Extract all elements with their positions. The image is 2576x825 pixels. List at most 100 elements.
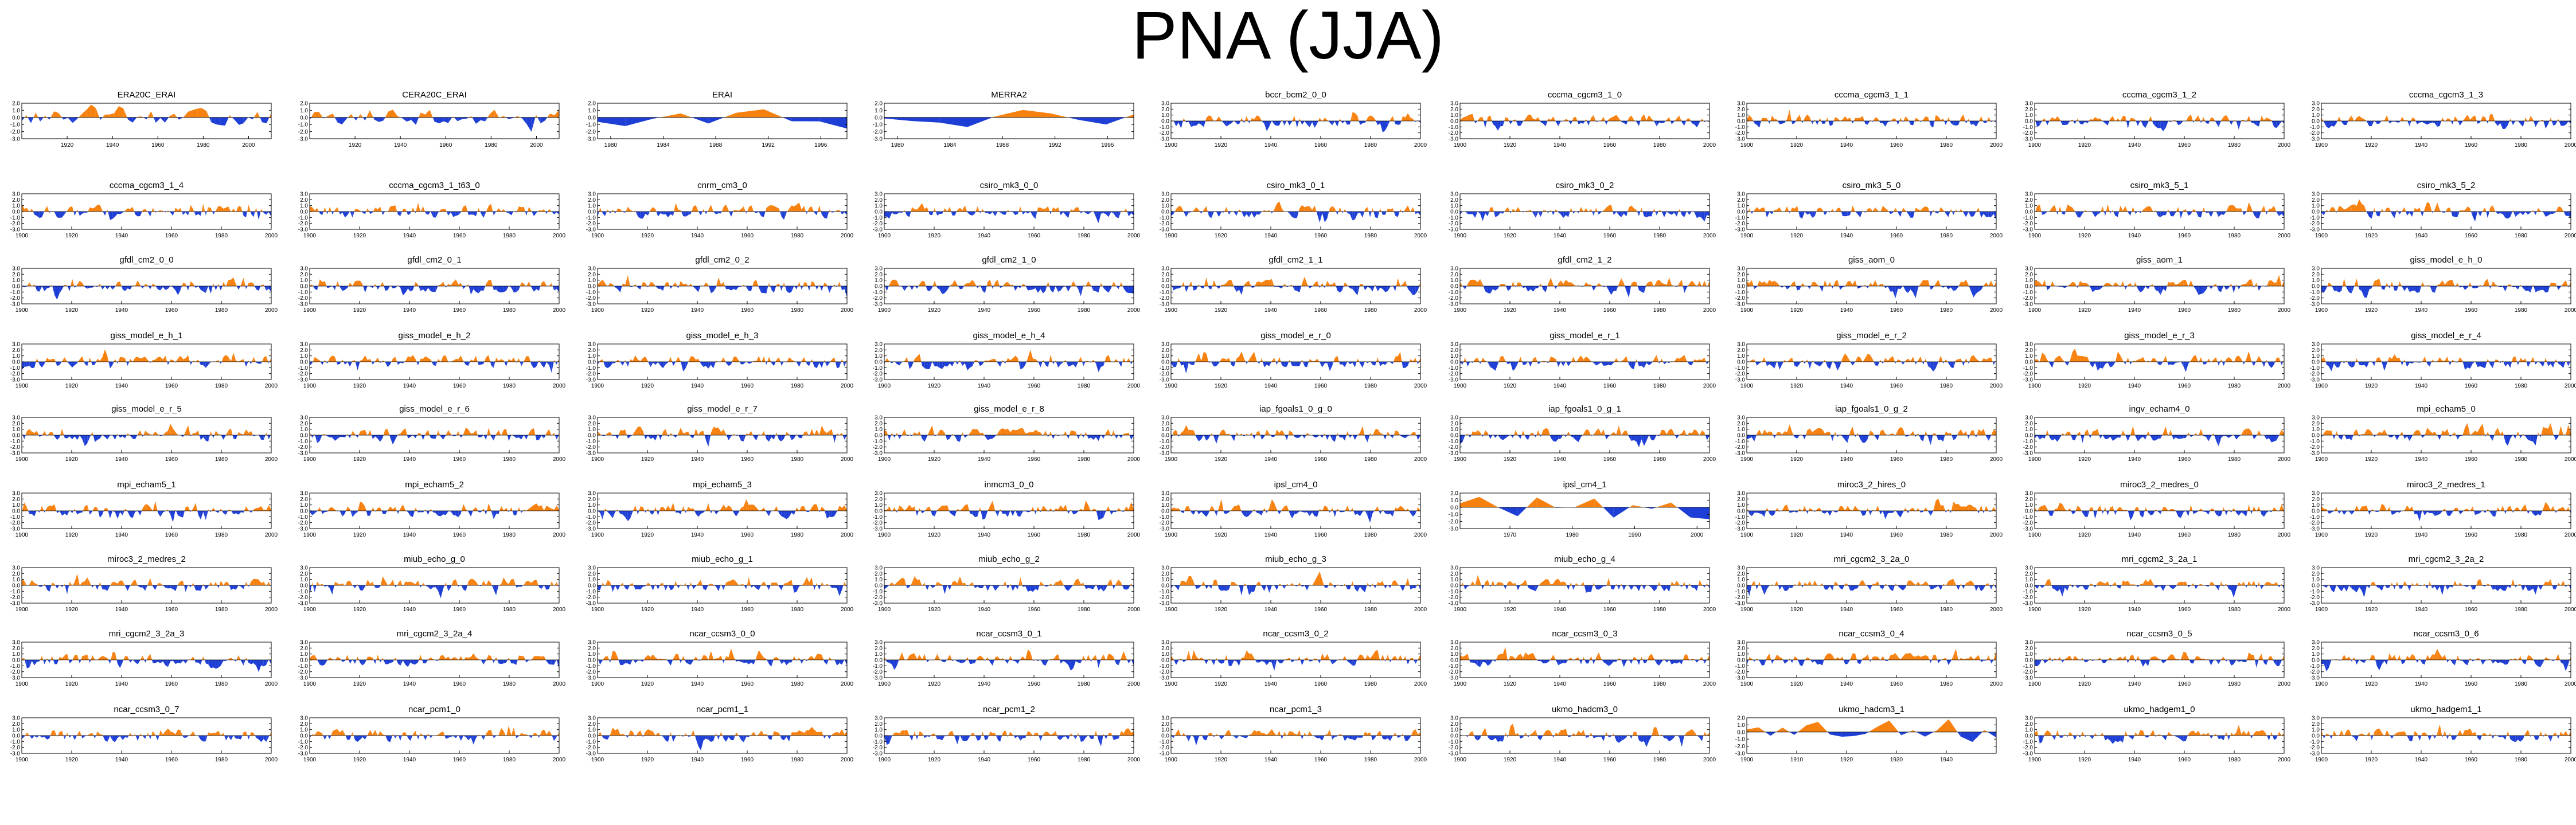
positive-anomaly-area	[160, 357, 163, 362]
negative-anomaly-area	[640, 212, 643, 219]
positive-anomaly-area	[231, 209, 234, 212]
negative-anomaly-area	[2497, 212, 2500, 214]
negative-anomaly-area	[530, 286, 532, 288]
positive-anomaly-area	[2055, 205, 2057, 212]
y-tick-label: -3.0	[10, 227, 21, 233]
negative-anomaly-area	[2039, 121, 2042, 126]
negative-anomaly-area	[342, 286, 345, 291]
positive-anomaly-area	[253, 357, 256, 362]
positive-anomaly-area	[982, 209, 985, 212]
negative-anomaly-area	[473, 212, 476, 217]
positive-anomaly-area	[1043, 208, 1046, 212]
negative-anomaly-area	[1785, 286, 1787, 290]
negative-anomaly-area	[2489, 286, 2491, 290]
positive-anomaly-area	[2440, 210, 2442, 212]
positive-anomaly-area	[438, 358, 441, 362]
positive-anomaly-area	[2485, 279, 2488, 286]
positive-anomaly-area	[2374, 208, 2376, 212]
positive-anomaly-area	[380, 206, 382, 212]
negative-anomaly-area	[433, 362, 436, 366]
negative-anomaly-area	[1778, 121, 1780, 124]
positive-anomaly-area	[611, 209, 613, 212]
positive-anomaly-area	[1634, 208, 1637, 212]
negative-anomaly-area	[504, 362, 506, 367]
positive-anomaly-area	[1022, 110, 1051, 118]
negative-anomaly-area	[87, 212, 88, 213]
negative-anomaly-area	[602, 212, 606, 216]
negative-anomaly-area	[1626, 121, 1628, 125]
positive-anomaly-area	[221, 206, 224, 212]
positive-anomaly-area	[1048, 206, 1050, 212]
negative-anomaly-area	[1800, 212, 1802, 219]
positive-anomaly-area	[182, 283, 184, 286]
positive-anomaly-area	[2557, 119, 2559, 121]
y-tick-label: 3.0	[1737, 101, 1745, 107]
negative-anomaly-area	[1465, 212, 1468, 214]
x-tick-label: 1900	[591, 233, 604, 239]
negative-anomaly-area	[2421, 212, 2422, 217]
negative-anomaly-area	[1412, 286, 1416, 296]
positive-anomaly-area	[488, 355, 490, 362]
positive-anomaly-area	[341, 359, 343, 362]
negative-anomaly-area	[1828, 121, 1830, 126]
positive-anomaly-area	[470, 359, 471, 362]
positive-anomaly-area	[248, 205, 251, 212]
positive-anomaly-area	[2148, 206, 2151, 212]
positive-anomaly-area	[1329, 284, 1333, 286]
negative-anomaly-area	[2407, 121, 2410, 127]
positive-anomaly-area	[809, 206, 812, 212]
positive-anomaly-area	[2422, 281, 2425, 286]
y-tick-label: 0.0	[588, 284, 596, 290]
negative-anomaly-area	[663, 212, 666, 215]
positive-anomaly-area	[1759, 280, 1762, 286]
positive-anomaly-area	[351, 114, 354, 118]
negative-anomaly-area	[2259, 121, 2261, 127]
positive-anomaly-area	[241, 277, 244, 286]
positive-anomaly-area	[681, 113, 692, 118]
panel-svg: csiro_mk3_0_13.02.01.00.0-1.0-2.0-3.0190…	[1160, 181, 1427, 239]
positive-anomaly-area	[2480, 116, 2483, 121]
negative-anomaly-area	[342, 212, 345, 218]
positive-anomaly-area	[1365, 118, 1368, 121]
positive-anomaly-area	[2050, 117, 2052, 121]
x-tick-label: 1940	[115, 383, 128, 389]
negative-anomaly-area	[1903, 286, 1906, 291]
positive-anomaly-area	[1981, 116, 1984, 121]
negative-anomaly-area	[1314, 121, 1317, 128]
negative-anomaly-area	[1030, 212, 1033, 216]
positive-anomaly-area	[125, 358, 127, 362]
positive-anomaly-area	[2148, 116, 2151, 121]
x-tick-label: 1960	[453, 383, 466, 389]
x-tick-label: 1920	[1215, 142, 1228, 148]
positive-anomaly-area	[1273, 209, 1275, 212]
negative-anomaly-area	[102, 286, 105, 290]
positive-anomaly-area	[213, 283, 214, 286]
positive-anomaly-area	[1959, 209, 1961, 212]
negative-anomaly-area	[536, 286, 539, 291]
negative-anomaly-area	[1462, 286, 1465, 290]
negative-anomaly-area	[2136, 121, 2138, 127]
negative-anomaly-area	[82, 212, 85, 214]
negative-anomaly-area	[1659, 121, 1662, 123]
positive-anomaly-area	[511, 357, 514, 362]
negative-anomaly-area	[216, 117, 221, 126]
positive-anomaly-area	[2241, 208, 2243, 212]
negative-anomaly-area	[656, 212, 658, 217]
negative-anomaly-area	[196, 286, 198, 288]
negative-anomaly-area	[1234, 286, 1237, 292]
positive-anomaly-area	[2364, 205, 2367, 212]
chart-panel: cccma_cgcm3_1_2 3.0 2.0 1.0 0.0 -1.0 -2.0 -3.0 1…	[2023, 84, 2304, 170]
x-tick-label: 2000	[553, 307, 566, 314]
positive-anomaly-area	[228, 279, 231, 286]
positive-anomaly-area	[2269, 208, 2272, 212]
negative-anomaly-area	[1533, 286, 1536, 292]
positive-anomaly-area	[2492, 205, 2496, 212]
positive-anomaly-area	[43, 115, 45, 118]
negative-anomaly-area	[2558, 286, 2561, 290]
panel-title: giss_aom_0	[1848, 255, 1895, 265]
x-tick-label: 1940	[403, 307, 416, 314]
negative-anomaly-area	[1242, 212, 1244, 217]
negative-anomaly-area	[1483, 286, 1485, 292]
